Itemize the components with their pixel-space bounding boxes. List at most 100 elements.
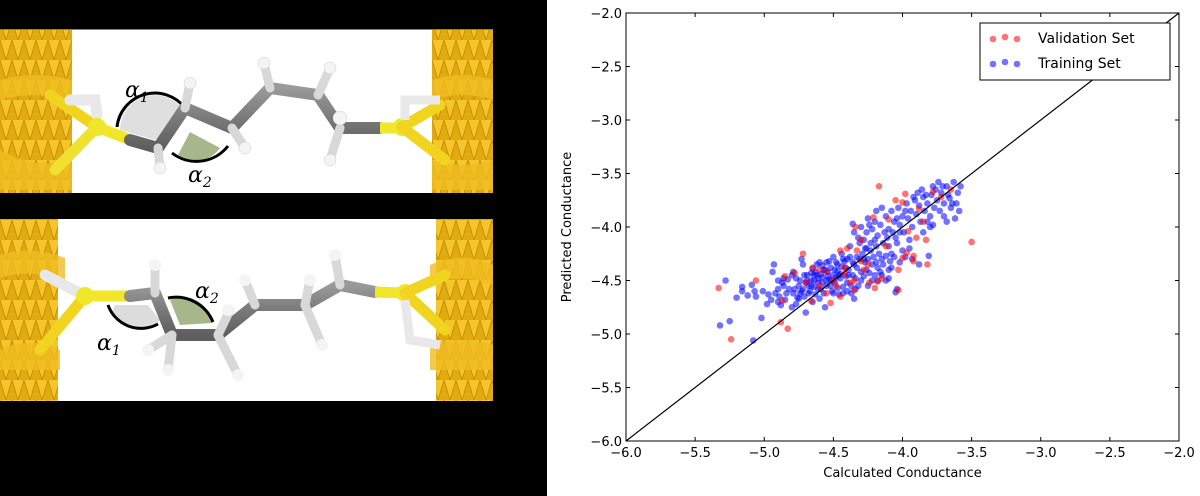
data-point xyxy=(924,200,931,207)
data-point xyxy=(896,221,904,229)
x-tick-label: −3.5 xyxy=(956,446,988,461)
data-point xyxy=(716,322,724,329)
data-point xyxy=(744,292,751,299)
data-point xyxy=(752,293,760,300)
data-point xyxy=(850,229,858,236)
data-point xyxy=(836,293,844,300)
data-point xyxy=(885,216,892,223)
data-point xyxy=(936,207,944,215)
data-point xyxy=(726,317,733,325)
data-point xyxy=(904,215,912,222)
data-point xyxy=(910,193,917,201)
data-point xyxy=(895,266,902,274)
data-point xyxy=(919,229,927,236)
data-point xyxy=(915,205,923,213)
data-point xyxy=(849,259,857,266)
data-point xyxy=(882,252,890,260)
y-tick-label: −5.0 xyxy=(590,328,622,343)
data-point xyxy=(895,286,902,294)
data-point xyxy=(957,183,964,190)
alpha1-label-top: α1 xyxy=(125,78,149,106)
y-tick-label: −6.0 xyxy=(590,435,622,450)
data-point xyxy=(890,253,898,261)
data-point xyxy=(930,204,938,212)
data-point xyxy=(882,242,890,250)
data-point xyxy=(875,183,883,190)
gold-electrode-left-bottom xyxy=(0,219,58,401)
data-point xyxy=(907,207,915,215)
data-point xyxy=(878,204,886,212)
data-point xyxy=(816,295,823,302)
data-point xyxy=(823,268,830,276)
data-point xyxy=(733,294,740,301)
data-point xyxy=(839,255,847,263)
data-point xyxy=(749,337,757,344)
x-tick-label: −4.0 xyxy=(887,446,919,461)
data-point xyxy=(968,238,975,246)
data-point xyxy=(857,223,865,231)
data-point xyxy=(802,279,810,286)
data-point xyxy=(864,215,872,222)
data-point xyxy=(816,266,823,274)
x-tick-label: −3.0 xyxy=(1025,446,1057,461)
angle-alpha2-wedge-top xyxy=(178,132,220,161)
data-point xyxy=(919,218,927,225)
y-tick-label: −4.5 xyxy=(590,275,622,290)
data-point xyxy=(913,234,920,241)
data-point xyxy=(929,183,937,190)
data-point xyxy=(823,290,830,297)
data-point xyxy=(879,261,887,268)
data-point xyxy=(850,277,858,284)
y-tick-label: −5.5 xyxy=(590,382,622,397)
data-point xyxy=(810,271,818,279)
data-point xyxy=(816,282,823,290)
data-point xyxy=(715,284,722,292)
gold-electrode-right-bottom xyxy=(436,219,493,401)
data-point xyxy=(801,271,808,279)
data-point xyxy=(841,264,848,271)
data-point xyxy=(834,261,841,268)
data-point xyxy=(881,229,888,236)
data-point xyxy=(853,247,861,254)
legend-label: Training Set xyxy=(1037,56,1121,72)
data-point xyxy=(903,249,910,256)
data-point xyxy=(864,261,872,268)
y-axis-ticks: −2.0 −2.5 −3.0 −3.5 −4.0 −4.5 −5.0 −5.5 −6.0 xyxy=(590,7,1179,450)
data-point xyxy=(758,314,765,322)
identity-line xyxy=(625,12,1180,442)
molecule-image-top: α1 α2 xyxy=(0,29,493,401)
chart-legend: Validation Set Training Set xyxy=(979,22,1171,81)
data-point xyxy=(913,210,920,218)
top-frame: α1 α2 xyxy=(0,29,493,193)
data-point xyxy=(950,178,957,186)
molecule-images-panel: α1 α2 xyxy=(0,0,547,496)
data-point xyxy=(889,229,897,236)
angle-alpha1-wedge-top xyxy=(120,95,185,140)
data-point xyxy=(904,227,912,235)
data-point xyxy=(940,213,948,220)
x-axis-ticks: −6.0 −5.5 −5.0 −4.5 −4.0 −3.5 −3.0 −2.5 −2.0 xyxy=(610,13,1195,461)
data-point xyxy=(899,213,906,220)
data-point xyxy=(769,268,776,276)
data-point xyxy=(807,297,815,305)
data-point xyxy=(895,204,902,212)
data-point xyxy=(781,272,789,280)
data-point xyxy=(853,253,861,261)
legend-marker-icon xyxy=(1013,60,1021,68)
scatter-chart-panel: −6.0 −5.5 −5.0 −4.5 −4.0 −3.5 −3.0 −2.5 −2.0 −2.… xyxy=(547,0,1200,496)
data-point xyxy=(866,221,873,229)
data-point xyxy=(789,290,797,297)
legend-marker-icon xyxy=(1013,35,1021,43)
data-point xyxy=(926,213,934,220)
data-point xyxy=(799,250,807,258)
data-point xyxy=(807,282,815,290)
data-point xyxy=(899,199,906,206)
data-point xyxy=(863,229,870,236)
data-point xyxy=(886,257,894,265)
data-point xyxy=(870,214,877,221)
data-point xyxy=(831,266,839,274)
data-point xyxy=(929,188,937,195)
data-point xyxy=(852,223,859,231)
data-point xyxy=(841,270,848,278)
data-point xyxy=(901,190,909,198)
